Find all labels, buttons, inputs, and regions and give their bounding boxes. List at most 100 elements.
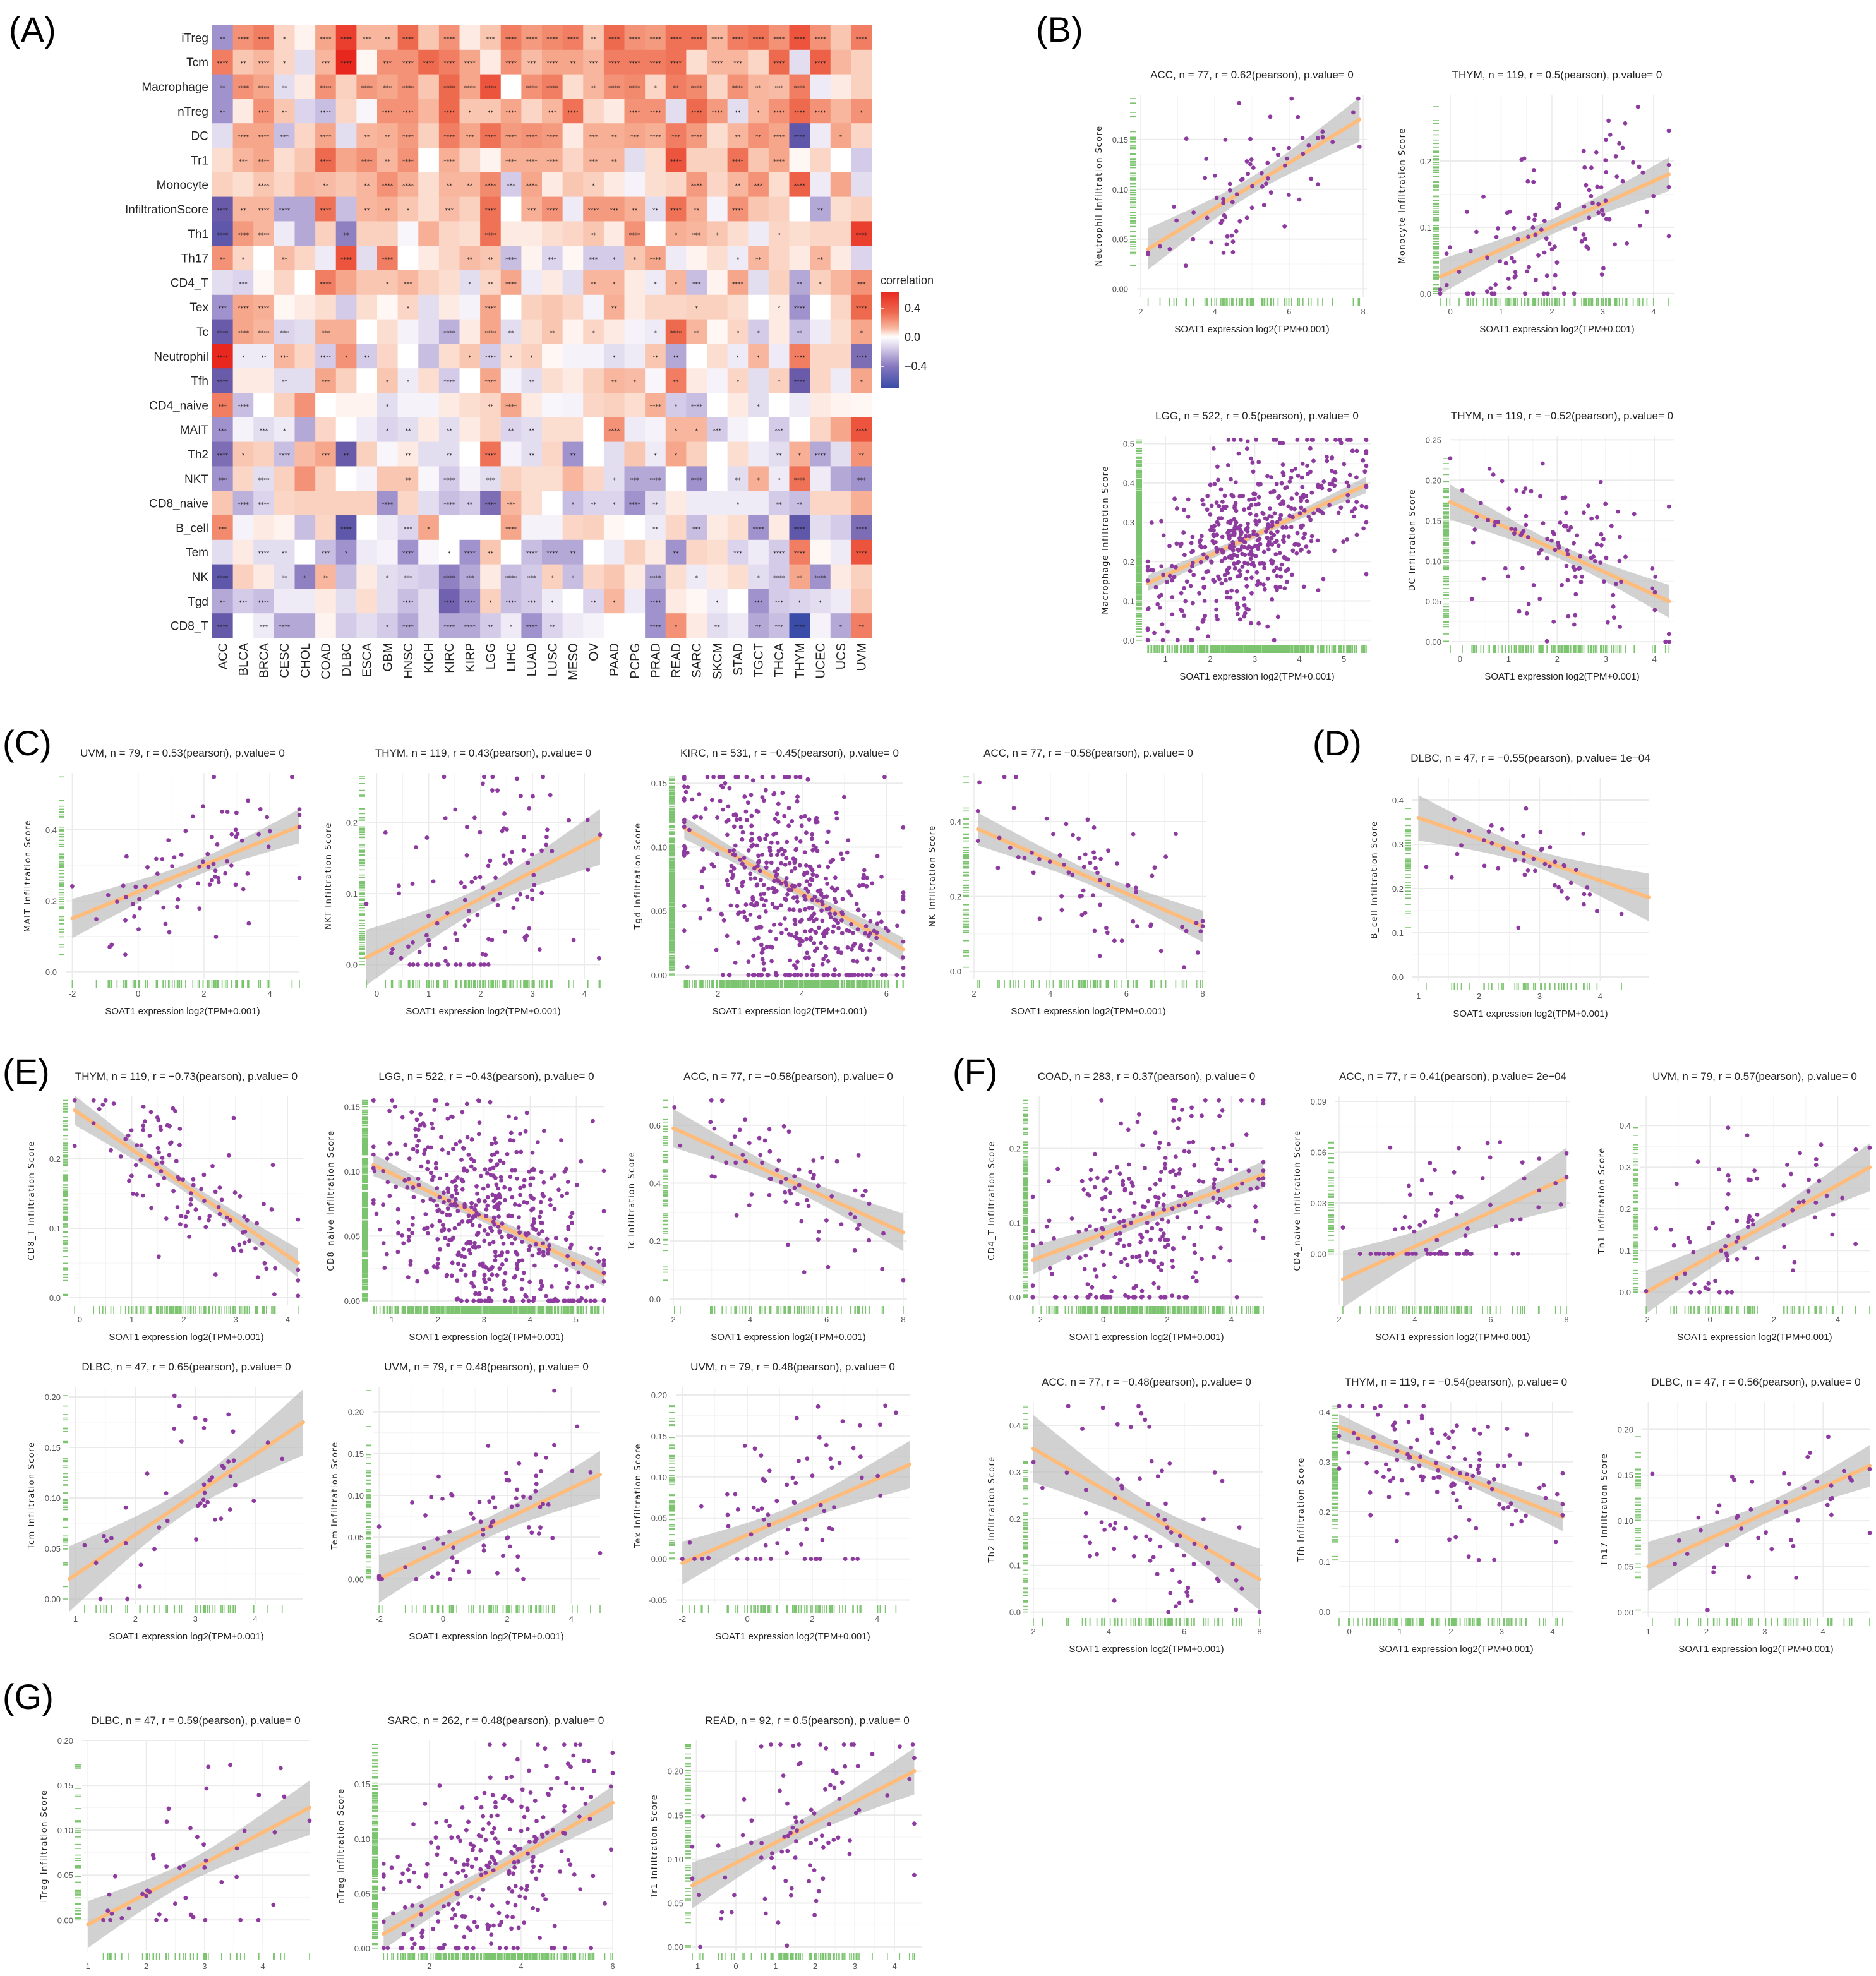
scatter-point (1085, 817, 1090, 822)
scatter-point (141, 1127, 146, 1132)
scatter-point (1247, 534, 1252, 539)
heatmap-cell (665, 515, 687, 541)
y-tick-label: 0.2 (1392, 884, 1404, 894)
scatter-point (1789, 1171, 1793, 1177)
heatmap-cell (768, 417, 790, 443)
scatter-point (1150, 1226, 1155, 1231)
scatter-point (864, 883, 869, 889)
scatter-point (805, 777, 810, 782)
scatter-point (124, 854, 129, 859)
scatter-point (468, 1251, 472, 1256)
y-tick-label: 0.4 (1009, 1421, 1021, 1430)
scatter-point (1599, 272, 1604, 277)
heatmap-cell (686, 368, 707, 393)
scatter-point (517, 1203, 522, 1207)
heatmap-cell (335, 196, 357, 222)
scatter-point (798, 908, 802, 913)
heatmap-cell (315, 270, 337, 296)
heatmap-cell (624, 294, 646, 320)
scatter-point (515, 776, 519, 781)
scatter-point (1066, 1255, 1071, 1260)
significance-stars: * (613, 502, 616, 508)
heatmap-cell (686, 441, 707, 467)
scatter-point (1830, 1232, 1835, 1237)
scatter-point (1160, 1217, 1165, 1222)
scatter-point (826, 829, 831, 834)
heatmap-cell (603, 221, 625, 246)
scatter-point (1031, 870, 1036, 875)
scatter-point (767, 1127, 772, 1132)
scatter-point (478, 962, 483, 967)
y-tick-label: 0.00 (45, 1595, 61, 1604)
scatter-point (1582, 236, 1587, 241)
scatter-point (556, 1187, 561, 1192)
heatmap-cell (521, 344, 543, 369)
scatter-point (442, 774, 447, 779)
scatter-point (425, 1166, 430, 1171)
scatter-point (687, 1540, 692, 1545)
heatmap-cell (356, 417, 378, 443)
scatter-point (1199, 1225, 1203, 1230)
scatter-point (1191, 549, 1195, 553)
scatter-point (1253, 554, 1258, 558)
scatter-point (805, 950, 810, 955)
plot-title: DLBC, n = 47, r = 0.65(pearson), p.value… (81, 1361, 291, 1373)
scatter-point (448, 1576, 452, 1581)
scatter-point (1069, 1216, 1074, 1221)
scatter-point (541, 1241, 545, 1246)
significance-stars: *** (322, 551, 330, 557)
x-tick-label: 8 (1257, 1627, 1261, 1636)
heatmap-cell (665, 99, 687, 124)
scatter-point (804, 973, 809, 978)
scatter-point (270, 1163, 275, 1168)
significance-stars: **** (794, 36, 806, 42)
x-tick-label: 5 (1342, 654, 1346, 664)
heatmap-column-label: SARC (690, 643, 704, 678)
scatter-point (1316, 588, 1321, 593)
scatter-point (764, 860, 769, 865)
significance-stars: *** (548, 110, 557, 116)
rug-x (74, 1306, 299, 1314)
scatter-point (430, 1126, 435, 1130)
significance-stars: * (675, 625, 678, 631)
significance-stars: ** (632, 208, 638, 214)
scatter-point (840, 912, 845, 916)
scatter-point (427, 943, 432, 947)
heatmap-cell (562, 294, 584, 320)
scatter-point (743, 1159, 748, 1164)
heatmap-cell (748, 25, 769, 51)
scatter-point (1260, 184, 1265, 189)
scatter-point (1578, 554, 1583, 559)
significance-stars: **** (402, 183, 414, 189)
heatmap-cell (232, 74, 254, 99)
significance-stars: ** (447, 183, 453, 189)
scatter-point (709, 1098, 714, 1103)
scatter-point (1549, 247, 1554, 252)
significance-stars: **** (670, 36, 682, 42)
heatmap-cell (562, 441, 584, 467)
scatter-point (1455, 851, 1460, 856)
heatmap-cell (789, 148, 810, 173)
heatmap-cell (686, 148, 707, 173)
scatter-point (1108, 1170, 1112, 1174)
heatmap-row-label: Th2 (188, 448, 208, 462)
scatter-point (1182, 553, 1187, 558)
scatter-point (1289, 525, 1294, 529)
scatter-point (231, 1458, 236, 1463)
scatter-point (1237, 1525, 1242, 1530)
significance-stars: * (304, 575, 307, 582)
scatter-point (1248, 162, 1253, 167)
scatter-point (1449, 875, 1454, 880)
scatter-point (1559, 889, 1564, 894)
scatter-point (471, 1245, 476, 1250)
scatter-point (516, 1225, 521, 1230)
heatmap-cell (274, 344, 296, 369)
scatter-point (1361, 526, 1366, 531)
scatter-point (544, 1236, 550, 1242)
scatter-point (1097, 878, 1102, 883)
scatter-point (220, 1463, 225, 1468)
scatter-point (1167, 544, 1172, 548)
scatter-point (771, 775, 776, 779)
y-tick-label: 0.05 (651, 907, 667, 916)
scatter-point (1598, 560, 1603, 565)
